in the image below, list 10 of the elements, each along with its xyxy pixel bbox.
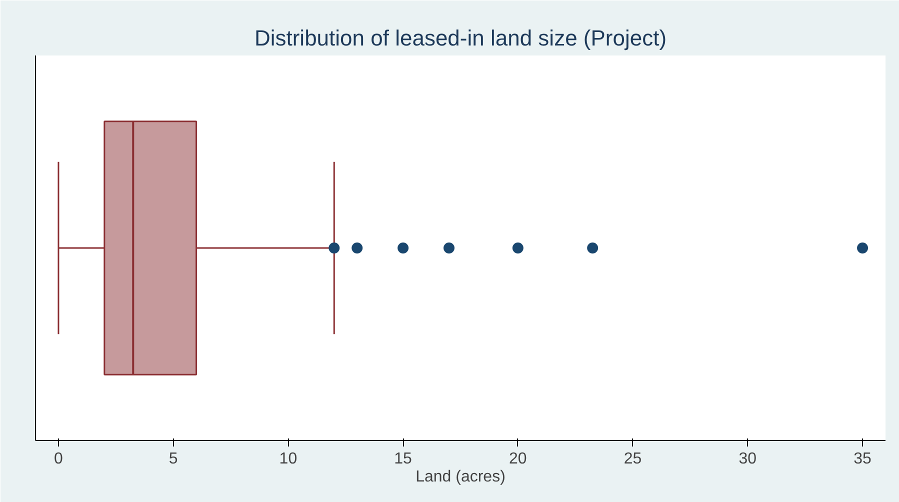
x-tick-label: 35	[854, 450, 872, 468]
x-tick-label: 0	[54, 450, 64, 468]
x-tick-label: 25	[624, 450, 642, 468]
chart-title: Distribution of leased-in land size (Project)	[254, 26, 667, 50]
x-axis-title: Land (acres)	[416, 468, 506, 486]
x-tick-label: 5	[168, 450, 178, 468]
x-tick-label: 15	[394, 450, 412, 468]
x-tick-label: 20	[509, 450, 527, 468]
x-tick-label: 10	[279, 450, 298, 468]
x-tick-label: 30	[738, 450, 757, 468]
